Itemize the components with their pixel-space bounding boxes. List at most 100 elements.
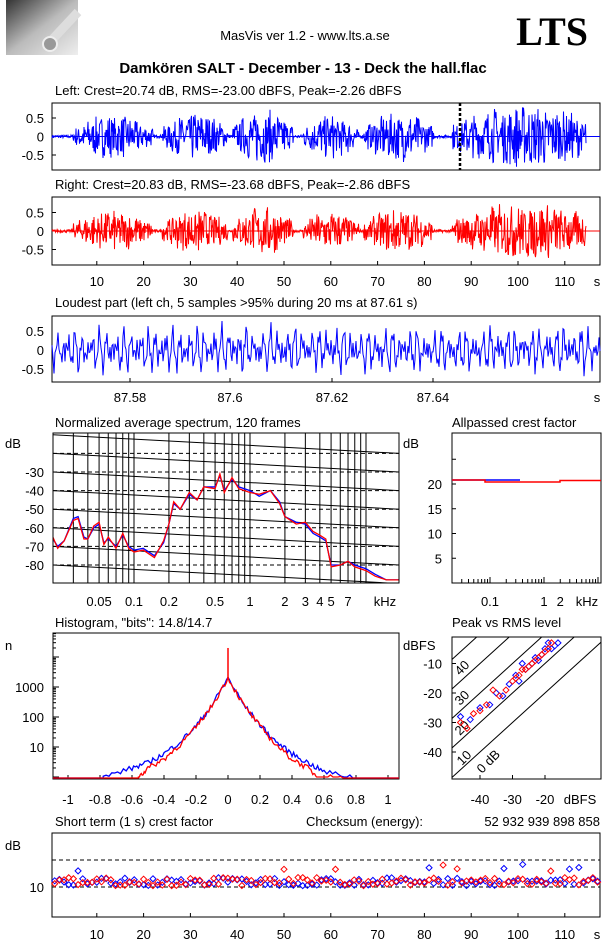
stc-point-left bbox=[425, 864, 433, 872]
stc-point-right bbox=[158, 881, 167, 889]
loudest-plot-frame bbox=[51, 315, 601, 383]
histogram-xtick: 0.8 bbox=[347, 792, 365, 807]
stc-point-right bbox=[589, 873, 597, 882]
stc-point-left bbox=[331, 878, 340, 886]
crest-ytick: 20 bbox=[428, 477, 442, 492]
histogram-xtick: 0.4 bbox=[283, 792, 301, 807]
stc-point-right bbox=[439, 861, 447, 869]
right-title: Right: Crest=20.83 dB, RMS=-23.68 dBFS, … bbox=[55, 177, 410, 192]
histogram-frame bbox=[52, 632, 400, 780]
pvr-point-right bbox=[463, 724, 471, 733]
stc-point-left bbox=[149, 875, 157, 883]
histogram-xtick: -1 bbox=[62, 792, 74, 807]
stc-point-left bbox=[327, 875, 335, 883]
stc-point-right bbox=[504, 877, 513, 885]
stc-point-right bbox=[406, 881, 415, 889]
histogram-xtick: -0.6 bbox=[121, 792, 143, 807]
stc-point-right bbox=[448, 878, 457, 886]
pvr-point-left bbox=[534, 656, 543, 665]
stc-point-left bbox=[144, 881, 152, 890]
pvr-point-left bbox=[551, 642, 559, 650]
stc-point-left bbox=[561, 879, 569, 888]
crest-xtick: 1 bbox=[540, 594, 547, 609]
left-ytick: -0.5 bbox=[22, 148, 44, 163]
stc-point-right bbox=[299, 873, 307, 882]
spectrum-ytick: -80 bbox=[25, 558, 44, 573]
spectrum-slope-line bbox=[53, 527, 399, 547]
stc-point-right bbox=[509, 879, 518, 887]
stc-point-right bbox=[397, 874, 405, 882]
stc-point-right bbox=[392, 877, 401, 885]
app-title: MasVis ver 1.2 - www.lts.a.se bbox=[220, 28, 390, 43]
stc-point-right bbox=[444, 881, 452, 889]
spectrum-ytick: -60 bbox=[25, 521, 44, 536]
pvr-point-left bbox=[515, 677, 523, 685]
time-xtick: 90 bbox=[464, 274, 478, 289]
spectrum-xunit: kHz bbox=[374, 594, 396, 609]
stc-point-left bbox=[121, 874, 129, 882]
stc-point-right bbox=[378, 875, 386, 883]
pvr-point-right bbox=[508, 677, 517, 685]
track-title: Damkören SALT - December - 13 - Deck the… bbox=[119, 60, 486, 77]
pvr-point-right bbox=[476, 706, 484, 715]
stc-xtick: 40 bbox=[230, 927, 244, 942]
stc-point-left bbox=[79, 875, 87, 883]
stc-point-left bbox=[280, 878, 288, 886]
left-ytick: 0 bbox=[37, 130, 44, 145]
stc-point-right bbox=[313, 873, 321, 882]
stc-point-right bbox=[289, 879, 298, 888]
stc-point-left bbox=[205, 879, 213, 887]
stc-point-left bbox=[500, 864, 508, 873]
stc-frame bbox=[51, 832, 601, 918]
pvr-point-right bbox=[482, 701, 491, 709]
pvr-point-left bbox=[518, 659, 526, 668]
stc-point-right bbox=[233, 875, 241, 883]
stc-point-left bbox=[313, 881, 321, 889]
stc-point-right bbox=[537, 878, 546, 886]
pvr-point-left bbox=[476, 704, 484, 712]
stc-point-left bbox=[495, 877, 503, 885]
stc-point-right bbox=[210, 874, 218, 883]
stc-point-right bbox=[139, 875, 148, 883]
spectrum-xtick: 1 bbox=[246, 594, 253, 609]
stc-point-right bbox=[88, 878, 96, 886]
histogram-xtick: 0.6 bbox=[315, 792, 333, 807]
spectrum-slope-line bbox=[53, 471, 399, 492]
loudest-title: Loudest part (left ch, 5 samples >95% du… bbox=[55, 295, 417, 310]
stc-point-right bbox=[308, 879, 316, 887]
crest-ylabel: dB bbox=[403, 436, 419, 451]
stc-point-right bbox=[93, 875, 101, 883]
stc-point-right bbox=[97, 878, 106, 886]
spectrum-xtick: 0.1 bbox=[125, 594, 143, 609]
time-xtick: 50 bbox=[277, 274, 291, 289]
stc-point-right bbox=[575, 881, 583, 889]
spectrum-xtick: 2 bbox=[281, 594, 288, 609]
spectrum-frame bbox=[52, 432, 400, 584]
stc-point-right bbox=[373, 879, 382, 888]
stc-point-right bbox=[256, 878, 265, 887]
pvr-frame bbox=[451, 636, 602, 780]
stc-point-right bbox=[242, 875, 251, 884]
spectrum-slope-line bbox=[53, 508, 399, 529]
stc-point-right bbox=[327, 878, 335, 886]
crest-ytick: 15 bbox=[428, 502, 442, 517]
histogram-line-left bbox=[53, 676, 399, 779]
histogram-xtick: 1 bbox=[384, 792, 391, 807]
stc-point-right bbox=[275, 879, 284, 887]
histogram-ytick: 1000 bbox=[15, 680, 44, 695]
right-ytick: 0.5 bbox=[26, 206, 44, 221]
stc-point-right bbox=[205, 880, 213, 889]
stc-point-right bbox=[261, 874, 269, 883]
time-xtick: 10 bbox=[90, 274, 104, 289]
stc-point-right bbox=[345, 880, 354, 888]
pvr-point-right bbox=[456, 718, 465, 727]
stc-point-left bbox=[593, 877, 602, 885]
time-xtick: 60 bbox=[324, 274, 338, 289]
histogram-title: Histogram, "bits": 14.8/14.7 bbox=[55, 615, 212, 630]
spectrum-xtick: 4 bbox=[316, 594, 323, 609]
stc-point-right bbox=[50, 880, 59, 888]
stc-xtick: 90 bbox=[464, 927, 478, 942]
stc-point-right bbox=[533, 875, 541, 884]
stc-point-right bbox=[102, 874, 110, 882]
